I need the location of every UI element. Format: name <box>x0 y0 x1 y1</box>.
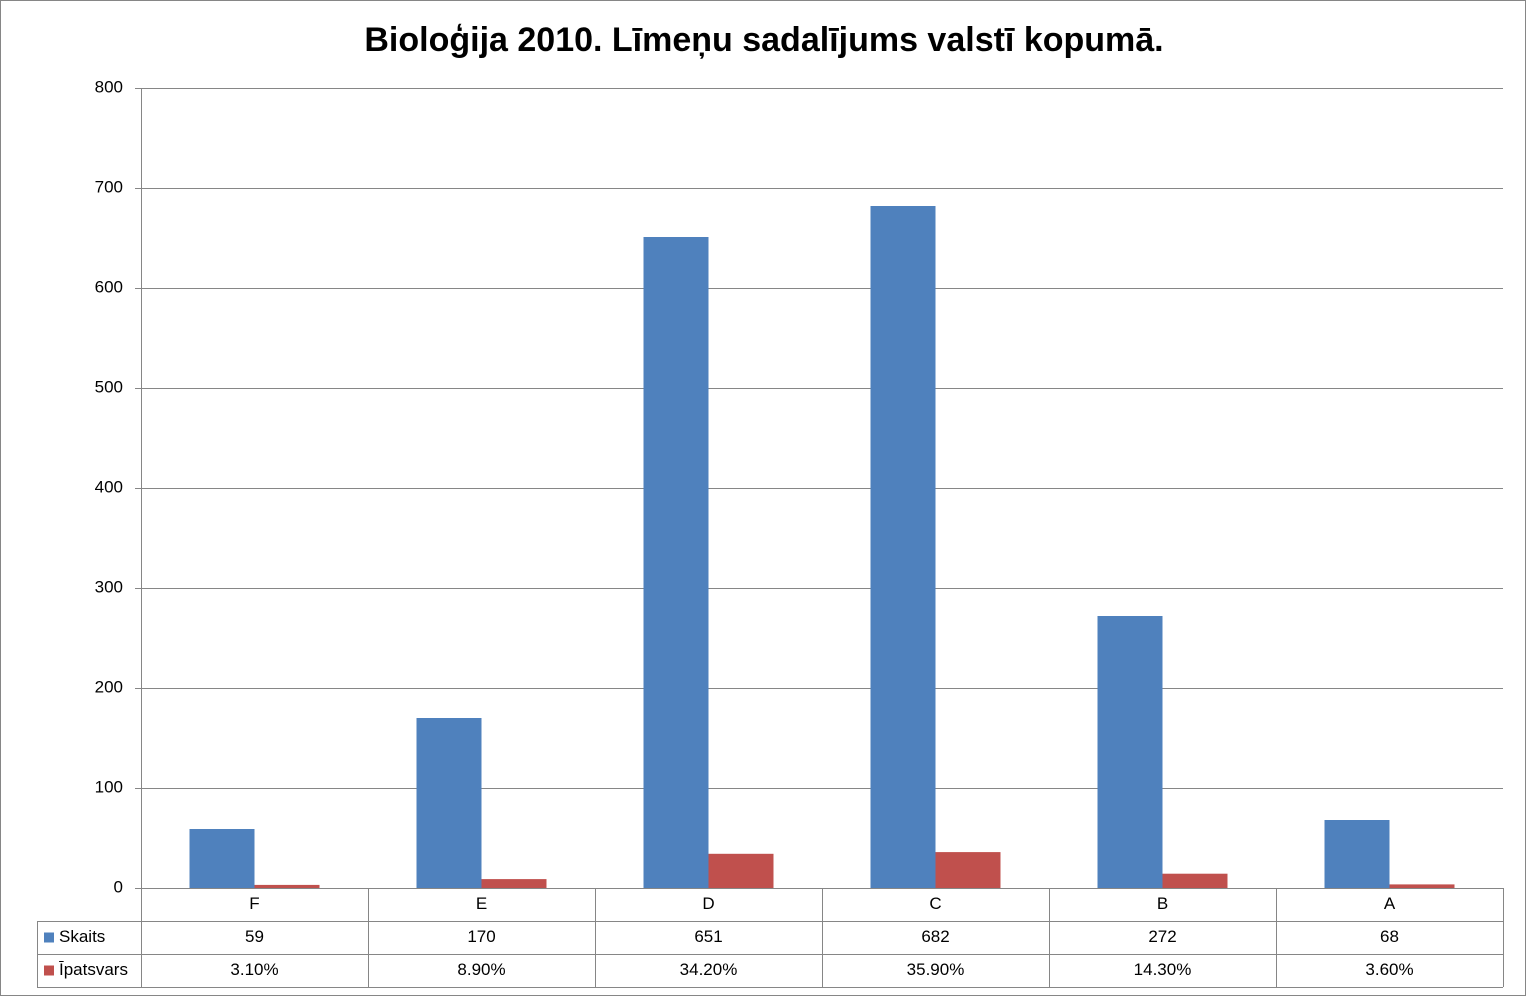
bar <box>643 237 709 888</box>
y-tick-label: 300 <box>95 577 123 596</box>
table-value: 682 <box>921 927 949 946</box>
y-tick-label: 700 <box>95 177 123 196</box>
bar <box>1097 616 1163 888</box>
x-tick-label: D <box>702 894 714 913</box>
bar <box>870 206 936 888</box>
bar <box>1162 873 1228 888</box>
bar <box>708 853 774 888</box>
legend-label: Īpatsvars <box>59 960 128 979</box>
y-tick-label: 800 <box>95 77 123 96</box>
table-value: 14.30% <box>1134 960 1192 979</box>
y-tick-label: 0 <box>114 877 123 896</box>
bar <box>1389 884 1455 888</box>
legend-label: Skaits <box>59 927 105 946</box>
x-tick-label: A <box>1384 894 1396 913</box>
chart-title: Bioloģija 2010. Līmeņu sadalījums valstī… <box>364 21 1163 59</box>
bar <box>1324 820 1390 888</box>
bar <box>935 852 1001 888</box>
x-tick-label: E <box>476 894 487 913</box>
bar <box>254 884 320 888</box>
y-tick-label: 100 <box>95 777 123 796</box>
table-value: 3.10% <box>230 960 278 979</box>
x-tick-label: C <box>929 894 941 913</box>
table-value: 34.20% <box>680 960 738 979</box>
table-value: 8.90% <box>457 960 505 979</box>
y-tick-label: 600 <box>95 277 123 296</box>
legend-key <box>44 932 54 943</box>
y-tick-label: 200 <box>95 677 123 696</box>
y-tick-label: 500 <box>95 377 123 396</box>
bar <box>481 879 547 888</box>
table-value: 170 <box>467 927 495 946</box>
x-tick-label: B <box>1157 894 1168 913</box>
table-value: 59 <box>245 927 264 946</box>
table-value: 68 <box>1380 927 1399 946</box>
bar <box>416 718 482 888</box>
y-tick-label: 400 <box>95 477 123 496</box>
table-value: 651 <box>694 927 722 946</box>
table-value: 3.60% <box>1365 960 1413 979</box>
table-value: 35.90% <box>907 960 965 979</box>
table-value: 272 <box>1148 927 1176 946</box>
legend-key <box>44 965 54 976</box>
x-tick-label: F <box>249 894 259 913</box>
bar <box>189 829 255 888</box>
